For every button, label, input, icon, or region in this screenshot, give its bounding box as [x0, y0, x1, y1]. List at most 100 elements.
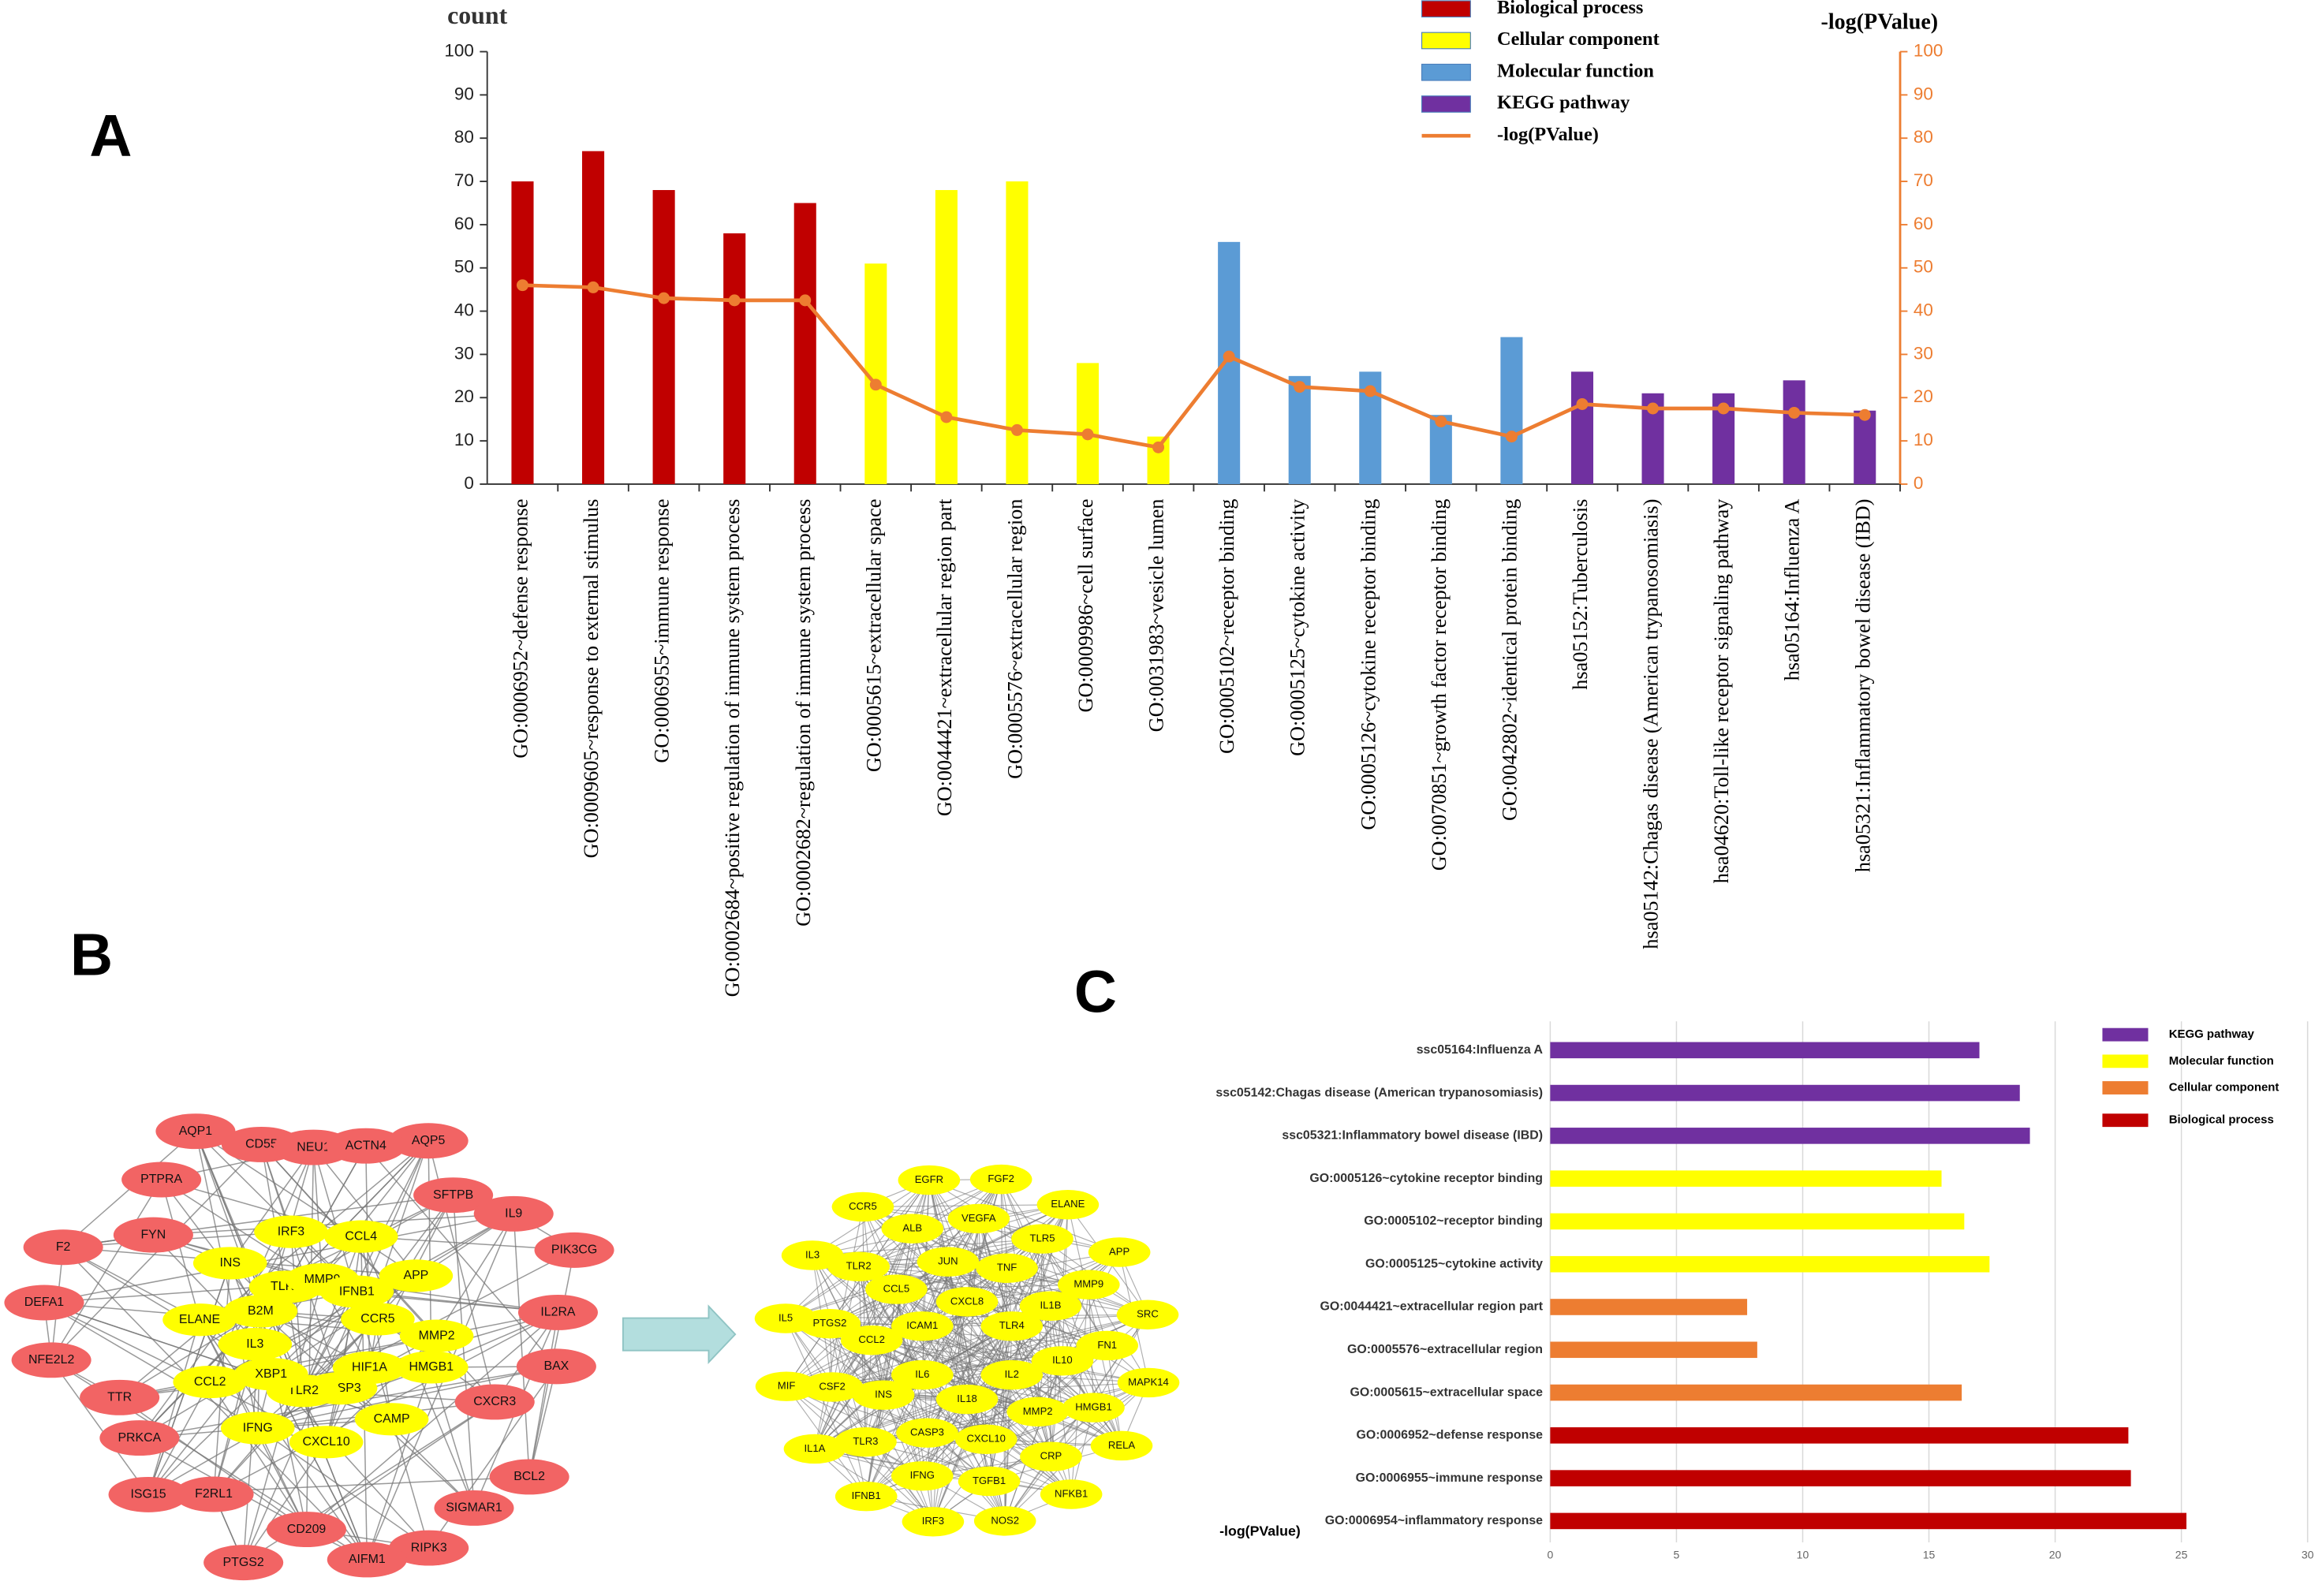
node-label: RIPK3 [411, 1541, 447, 1554]
network-edge [921, 1326, 987, 1440]
network-edge [829, 1218, 980, 1325]
y-tick-label: GO:0006954~inflammatory response [1325, 1514, 1543, 1527]
line-point [1788, 406, 1801, 419]
network-edge [988, 1382, 1149, 1482]
legend-label: -log(PValue) [1497, 124, 1599, 145]
y2-tick-label: 10 [1914, 430, 1933, 449]
bar [1550, 1084, 2020, 1102]
bar [1500, 337, 1523, 484]
network-edge [871, 1340, 1038, 1412]
legend-label: Biological process [1497, 0, 1643, 18]
bar [793, 203, 816, 484]
network-node [891, 1461, 954, 1491]
network-node [1062, 1393, 1125, 1423]
node-label: CCL2 [858, 1333, 884, 1345]
node-label: CD209 [287, 1523, 327, 1536]
node-label: CASP3 [910, 1426, 944, 1438]
network-edge [896, 1288, 1063, 1362]
network-edge [928, 1180, 968, 1303]
node-label: NEU1 [297, 1140, 330, 1154]
node-label: MMP2 [419, 1329, 455, 1342]
network-edge [866, 1456, 1051, 1497]
node-label: NFKB1 [1055, 1487, 1088, 1499]
y-tick-label: GO:0005102~receptor binding [1364, 1214, 1543, 1228]
network-node [976, 1253, 1038, 1283]
node-label: CXCL8 [950, 1295, 984, 1307]
network-edge [966, 1204, 1069, 1303]
x-tick-label: hsa05152:Tuberculosis [1569, 499, 1592, 690]
network-node [1117, 1367, 1180, 1398]
network-edge [139, 1213, 514, 1439]
node-label: HIF1A [352, 1361, 387, 1374]
node-label: ACTN4 [345, 1139, 386, 1152]
network-node [192, 1247, 267, 1280]
x-tick-label: GO:0005125~cytokine activity [1286, 499, 1309, 756]
y2-tick-label: 90 [1914, 84, 1933, 103]
node-label: B2M [248, 1304, 274, 1318]
y-tick-label: 90 [454, 84, 474, 103]
x-tick-label: 30 [2302, 1549, 2314, 1561]
x-tick-label: GO:0006955~immune response [651, 499, 674, 763]
network-edge [305, 1147, 315, 1530]
network-node [781, 1240, 844, 1270]
arrow [622, 1304, 737, 1365]
node-label: XBP1 [255, 1367, 287, 1381]
network-node [980, 1311, 1044, 1341]
network-nodes: AQP5 SFTPB IL9 PIK3CG IL2RA BAX CXCR3 BCL2 SIGMA… [4, 1113, 1180, 1581]
bar [1854, 410, 1876, 484]
network-node [891, 1359, 954, 1390]
network-edge [242, 1140, 429, 1563]
x-tick-label: hsa05164:Influenza A [1781, 499, 1804, 681]
node-label: INS [219, 1256, 241, 1270]
network-node [1020, 1441, 1082, 1471]
legend-swatch [1421, 95, 1471, 113]
network-node [891, 1311, 954, 1341]
line-point [1010, 423, 1023, 436]
network-node [173, 1365, 248, 1399]
network-edge [62, 1247, 368, 1561]
y-tick-label: 60 [454, 214, 474, 233]
network-node [218, 1328, 293, 1361]
node-label: FN1 [1097, 1339, 1117, 1351]
node-label: ISG15 [131, 1488, 166, 1501]
x-tick-label: GO:0042802~identical protein binding [1498, 499, 1521, 821]
x-tick-label: 25 [2175, 1549, 2188, 1561]
node-label: FGF2 [988, 1173, 1014, 1184]
node-label: HMGB1 [1075, 1401, 1112, 1413]
y-tick-label: GO:0044421~extracellular region part [1320, 1300, 1544, 1314]
y2-tick-label: 80 [1914, 127, 1933, 147]
node-label: IFNG [910, 1469, 935, 1481]
network-node [162, 1303, 237, 1337]
node-label: CXCL10 [966, 1433, 1006, 1445]
bar [1550, 1213, 1965, 1230]
bar [1288, 375, 1311, 484]
node-label: NOS2 [991, 1514, 1019, 1526]
network-edge [147, 1291, 357, 1495]
network-node [835, 1481, 898, 1512]
node-label: IL6 [915, 1368, 929, 1380]
network-edge [312, 1147, 430, 1549]
line-point [587, 281, 599, 293]
network-edge [306, 1401, 495, 1531]
network-edge [921, 1267, 1008, 1375]
network-node [11, 1342, 91, 1378]
node-label: EGFR [915, 1173, 943, 1185]
network-edge [306, 1311, 558, 1531]
network-edge [932, 1326, 1013, 1523]
network-node [326, 1128, 406, 1164]
network-edge [260, 1144, 304, 1391]
bar [1550, 1170, 1942, 1187]
network-node [902, 1507, 965, 1537]
network-node [755, 1371, 818, 1401]
node-label: ICAM1 [906, 1319, 938, 1331]
network-node [341, 1303, 415, 1336]
x-tick-label: GO:0031983~vesicle lumen [1145, 499, 1168, 733]
node-label: CAMP [374, 1412, 410, 1426]
bar [1550, 1384, 1962, 1401]
node-label: SFTPB [433, 1188, 473, 1202]
legend-swatch [2102, 1113, 2149, 1128]
node-label: SRC [1137, 1308, 1159, 1320]
node-label: RELA [1108, 1439, 1135, 1451]
network-edge [858, 1204, 1069, 1267]
